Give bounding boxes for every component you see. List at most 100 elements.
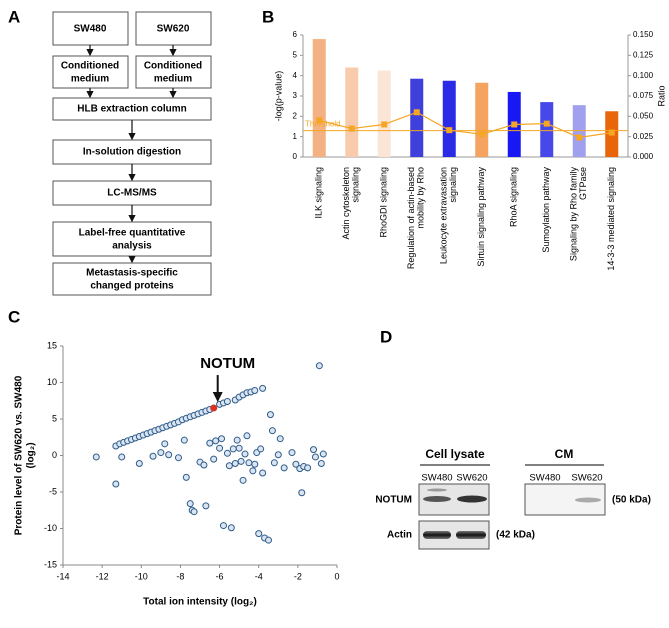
point [243, 432, 251, 440]
point [310, 446, 318, 454]
y2-tick-label: 0.025 [633, 132, 654, 141]
x-tick-label: -12 [96, 571, 109, 581]
y2-tick-label: 0.100 [633, 71, 654, 80]
node-label: Conditioned [144, 61, 202, 72]
x-tick-label: Actin cytoskeletonsignaling [341, 167, 361, 240]
node [135, 11, 212, 46]
y-tick-label: 5 [52, 413, 57, 423]
y-tick-label: 6 [293, 30, 298, 39]
y-axis-title: (log₂) [26, 442, 37, 468]
point [292, 460, 300, 468]
point [274, 451, 282, 459]
y-tick-label: -10 [44, 523, 57, 533]
point [288, 449, 296, 457]
panel-label: B [262, 7, 274, 26]
ratio-marker [478, 131, 485, 138]
panel-label: A [8, 7, 20, 26]
y2-tick-label: 0.150 [633, 30, 654, 39]
bar [442, 80, 456, 157]
point [257, 445, 265, 453]
point [182, 473, 190, 481]
point [227, 524, 235, 532]
y-tick-label: 3 [293, 91, 298, 100]
point [251, 387, 259, 395]
node-label: medium [71, 74, 109, 85]
point [241, 450, 249, 458]
node-label: HLB extraction column [77, 104, 186, 115]
point [135, 460, 143, 468]
point [259, 384, 267, 392]
point [210, 455, 218, 463]
panel-label: C [8, 307, 20, 326]
point [304, 464, 312, 472]
x-tick-label: -10 [135, 571, 148, 581]
point [280, 464, 288, 472]
y-axis-title: -log(p-value) [273, 71, 283, 122]
node-label: analysis [112, 241, 152, 252]
point [268, 427, 276, 435]
point [180, 436, 188, 444]
y2-tick-label: 0.000 [633, 152, 654, 161]
node [52, 11, 129, 46]
point [235, 444, 243, 452]
point [216, 444, 224, 452]
node-label: Metastasis-specific [86, 268, 178, 279]
point [251, 460, 259, 468]
band [423, 496, 451, 502]
point [298, 489, 306, 497]
point [223, 449, 231, 457]
y2-axis-title: Ratio [656, 85, 666, 106]
bar [540, 102, 554, 157]
point [270, 459, 278, 467]
ratio-marker [511, 121, 518, 128]
lane-label: SW620 [571, 473, 602, 484]
point [319, 450, 327, 458]
bar [312, 39, 326, 157]
x-tick-label: -2 [294, 571, 302, 581]
y2-tick-label: 0.075 [633, 91, 654, 100]
bar [377, 70, 391, 157]
node-label: LC-MS/MS [107, 188, 157, 199]
point [212, 437, 220, 445]
y-tick-label: 4 [293, 71, 298, 80]
x-tick-label: Leukocyte extravasationsignaling [439, 167, 459, 264]
point [210, 404, 218, 412]
node-label: Conditioned [61, 61, 119, 72]
x-tick-label: -14 [56, 571, 69, 581]
bar [345, 67, 359, 157]
x-tick-label: Regulation of actin-basedmobility by Rho [406, 167, 426, 269]
x-tick-label: ILK signaling [314, 167, 324, 219]
point [229, 445, 237, 453]
point [233, 436, 241, 444]
x-tick-label: Signaling by Rho familyGTPase [569, 167, 589, 262]
node-label: In-solution digestion [83, 147, 181, 158]
point [223, 397, 231, 405]
point [112, 480, 120, 488]
point [231, 460, 239, 468]
x-tick-label: -6 [216, 571, 224, 581]
point [265, 536, 272, 544]
size-label: (50 kDa) [612, 495, 651, 506]
point [92, 453, 100, 461]
node-label: Label-free quantitative [79, 228, 186, 239]
point [149, 452, 157, 460]
band [427, 488, 447, 492]
point [218, 435, 226, 443]
ratio-marker [446, 127, 453, 134]
node [52, 221, 212, 257]
point [161, 440, 169, 448]
point [237, 457, 245, 465]
blot: Cell lysate CM SW480 SW620 SW480 SW620 N… [375, 447, 651, 550]
point [255, 530, 263, 538]
point [202, 502, 210, 510]
y-tick-label: -15 [44, 559, 57, 569]
point [245, 459, 253, 467]
x-tick-label: Sirtuin signaling pathway [476, 167, 486, 267]
node-label: changed proteins [90, 281, 174, 292]
ratio-marker [576, 134, 583, 141]
point [225, 462, 233, 470]
point [165, 451, 173, 459]
point [266, 411, 274, 419]
y-tick-label: 2 [293, 111, 298, 120]
band [457, 495, 487, 503]
